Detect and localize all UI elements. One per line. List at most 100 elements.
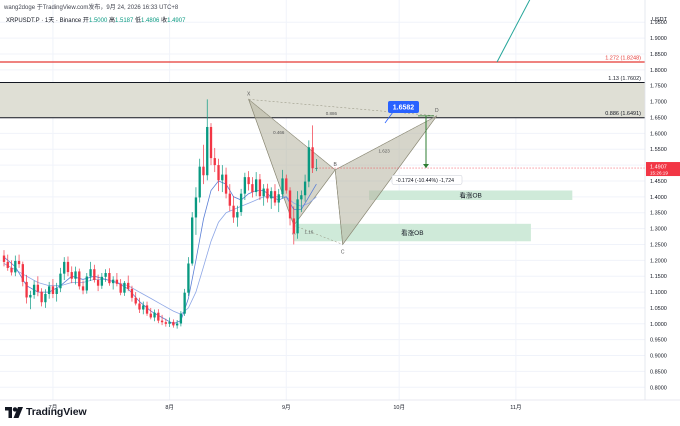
measure-label: -0.1724 (-10.44%) -1,724: [396, 178, 454, 184]
price-axis-tick: 1.1000: [650, 290, 667, 296]
candle-body: [134, 297, 137, 304]
candle: [123, 280, 126, 296]
candle: [187, 257, 190, 296]
candle-body: [209, 126, 213, 159]
candle: [14, 255, 17, 277]
price-axis-tick: 0.8000: [650, 385, 667, 391]
candle: [32, 280, 36, 299]
candle-body: [217, 165, 220, 181]
candle: [36, 276, 40, 297]
candle-body: [311, 147, 314, 169]
candle: [134, 292, 137, 306]
candle-body: [138, 303, 141, 310]
candle: [202, 144, 205, 185]
candle: [119, 279, 122, 296]
order-block-label: 看涨OB: [401, 228, 423, 237]
candle-body: [51, 286, 55, 294]
candle: [138, 297, 141, 314]
candle: [296, 191, 299, 239]
candle-body: [292, 218, 295, 234]
candle-body: [213, 158, 216, 166]
price-axis-tick: 1.4500: [650, 179, 667, 185]
high-value: 1.5187: [114, 18, 134, 24]
tradingview-logo[interactable]: TradingView: [5, 405, 87, 419]
candle: [29, 290, 32, 310]
candle-body: [32, 284, 36, 295]
candle: [228, 184, 231, 212]
candle-body: [277, 194, 280, 203]
candle: [243, 172, 247, 200]
candle: [115, 273, 119, 287]
candle: [311, 125, 314, 174]
candle-body: [81, 286, 85, 291]
target-badge-value: 1.6582: [393, 105, 415, 112]
ma-slow-line: [3, 196, 317, 315]
candle: [247, 171, 250, 191]
candle-body: [119, 283, 122, 293]
candle: [236, 205, 239, 227]
candle: [183, 288, 186, 316]
candle-body: [300, 195, 303, 200]
candle-body: [149, 313, 152, 318]
candle: [85, 273, 88, 294]
pattern-point-label: X: [247, 91, 251, 97]
target-badge: [388, 101, 419, 113]
candle-body: [70, 272, 73, 279]
candle: [168, 317, 171, 327]
symbol-label[interactable]: XRPUSDT.P · 1天 · Binance: [6, 18, 82, 24]
candle: [258, 173, 262, 200]
candle-body: [251, 184, 254, 193]
candle-body: [130, 288, 134, 298]
candle: [145, 301, 149, 316]
candle-body: [285, 178, 288, 191]
price-axis-tick: 1.5500: [650, 147, 667, 153]
fib-level-label: 0.886 (1.6491): [605, 111, 641, 117]
candle: [89, 261, 92, 281]
candle: [164, 318, 168, 327]
candle-body: [270, 191, 273, 199]
candle-body: [303, 181, 307, 196]
candle: [93, 264, 96, 283]
pattern-ratio-label: 0.886: [326, 111, 338, 116]
candle-body: [63, 261, 66, 274]
candle-body: [2, 255, 6, 262]
candle: [239, 188, 243, 216]
candle: [100, 273, 104, 289]
candle: [270, 187, 273, 209]
pattern-point-label: B: [334, 162, 338, 168]
open-label: 开: [82, 18, 89, 24]
time-axis-tick: 7月: [49, 404, 58, 411]
candle: [96, 274, 100, 292]
candle: [300, 190, 303, 213]
target-badge-pointer: [384, 111, 394, 124]
price-axis-tick: 1.6500: [650, 115, 667, 121]
candle: [55, 282, 58, 302]
annotation-layer: -0.1724 (-10.44%) -1,724 1.6582: [316, 0, 645, 185]
candle-body: [194, 197, 198, 218]
pattern-ratio-line: [248, 99, 437, 117]
pattern-ratio-line: [248, 99, 336, 171]
candle: [78, 268, 81, 290]
candle: [292, 206, 295, 245]
candle: [142, 301, 145, 315]
candle: [51, 279, 55, 299]
candle: [2, 250, 6, 267]
current-price-badge: [646, 162, 680, 177]
candle: [81, 280, 85, 295]
candle-body: [247, 177, 250, 185]
candle: [209, 123, 213, 166]
candle-body: [6, 261, 9, 268]
pattern-ratio-label: 0.466: [273, 130, 285, 135]
candle: [254, 172, 258, 197]
time-axis-tick: 8月: [165, 404, 174, 411]
price-axis-currency: USDT: [652, 17, 668, 23]
candle-body: [157, 312, 160, 321]
candle: [266, 183, 269, 203]
candle-body: [17, 260, 21, 265]
candle-body: [10, 267, 13, 273]
price-axis-tick: 1.8000: [650, 68, 667, 74]
price-axis-tick: 1.2500: [650, 242, 667, 248]
candle-body: [14, 260, 17, 273]
price-axis-tick: 1.0000: [650, 322, 667, 328]
